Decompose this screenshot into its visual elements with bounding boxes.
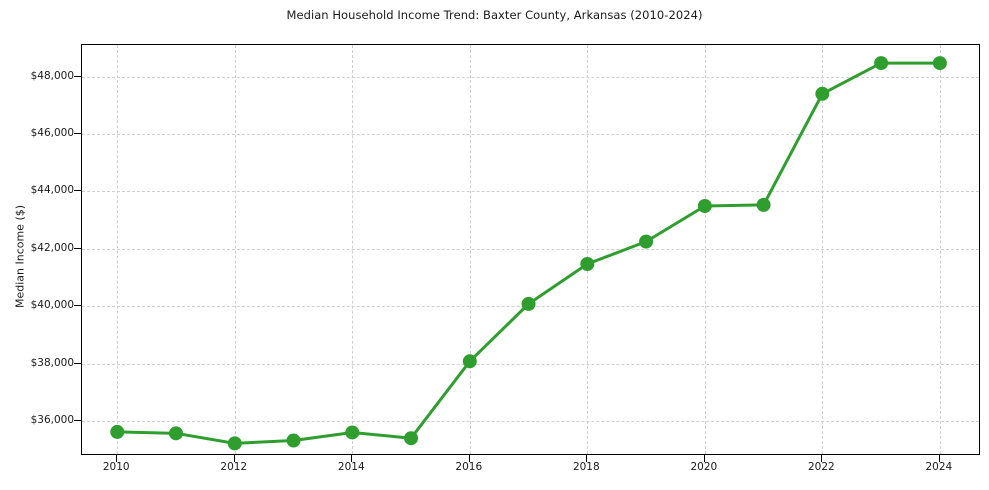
- x-axis-tick-mark: [116, 455, 118, 462]
- y-axis-label: Median Income ($): [13, 204, 27, 309]
- chart-title: Median Household Income Trend: Baxter Co…: [286, 8, 703, 22]
- gridline-horizontal: [82, 191, 979, 193]
- gridline-vertical: [939, 45, 941, 454]
- y-axis-tick-label: $48,000: [30, 69, 74, 82]
- data-point-marker: [932, 56, 947, 71]
- x-axis-tick-mark: [703, 455, 705, 462]
- gridline-horizontal: [82, 363, 979, 365]
- data-point-marker: [169, 426, 184, 441]
- y-axis-tick-label: $44,000: [30, 184, 74, 197]
- x-axis-tick-label: 2022: [807, 461, 835, 473]
- data-point-marker: [404, 431, 419, 446]
- data-point-marker: [521, 296, 536, 311]
- data-point-marker: [697, 199, 712, 214]
- gridline-vertical: [117, 45, 119, 454]
- y-axis-tick-mark: [74, 362, 81, 364]
- gridline-horizontal: [82, 420, 979, 422]
- x-axis-tick-label: 2020: [690, 461, 718, 473]
- y-axis-tick-mark: [74, 75, 81, 77]
- data-point-marker: [756, 197, 771, 212]
- plot-area: [81, 44, 980, 455]
- x-axis-tick-mark: [586, 455, 588, 462]
- gridline-vertical: [822, 45, 824, 454]
- y-axis-tick-label: $42,000: [30, 241, 74, 254]
- y-axis-tick-mark: [74, 247, 81, 249]
- y-axis-tick-mark: [74, 305, 81, 307]
- income-trend-line: [115, 61, 942, 445]
- data-point-marker: [639, 234, 654, 249]
- data-point-marker: [227, 436, 242, 451]
- data-point-marker: [874, 56, 889, 71]
- x-axis-tick-label: 2012: [220, 461, 248, 473]
- x-axis-tick-label: 2014: [337, 461, 365, 473]
- data-point-marker: [110, 424, 125, 439]
- gridline-vertical: [587, 45, 589, 454]
- y-axis-tick-mark: [74, 132, 81, 134]
- x-axis-tick-label: 2024: [925, 461, 953, 473]
- gridline-vertical: [704, 45, 706, 454]
- data-point-marker: [580, 256, 595, 271]
- x-axis-tick-mark: [938, 455, 940, 462]
- gridline-horizontal: [82, 248, 979, 250]
- x-axis-tick-mark: [351, 455, 353, 462]
- x-axis-tick-label: 2010: [102, 461, 130, 473]
- y-axis-tick-label: $36,000: [30, 413, 74, 426]
- y-axis-tick-mark: [74, 419, 81, 421]
- data-point-marker: [462, 354, 477, 369]
- x-axis-tick-mark: [468, 455, 470, 462]
- x-axis-tick-mark: [821, 455, 823, 462]
- data-series-layer: [110, 56, 947, 451]
- data-point-marker: [345, 425, 360, 440]
- x-axis-tick-mark: [233, 455, 235, 462]
- data-point-marker: [815, 86, 830, 101]
- data-point-marker: [286, 433, 301, 448]
- y-axis-tick-label: $38,000: [30, 356, 74, 369]
- gridline-vertical: [469, 45, 471, 454]
- x-axis-tick-label: 2018: [572, 461, 600, 473]
- gridline-vertical: [352, 45, 354, 454]
- x-axis-tick-label: 2016: [455, 461, 483, 473]
- gridline-horizontal: [82, 76, 979, 78]
- gridline-horizontal: [82, 133, 979, 135]
- gridline-vertical: [234, 45, 236, 454]
- income-data-points: [110, 56, 947, 451]
- y-axis-tick-label: $46,000: [30, 126, 74, 139]
- y-axis-tick-mark: [74, 190, 81, 192]
- y-axis-tick-label: $40,000: [30, 299, 74, 312]
